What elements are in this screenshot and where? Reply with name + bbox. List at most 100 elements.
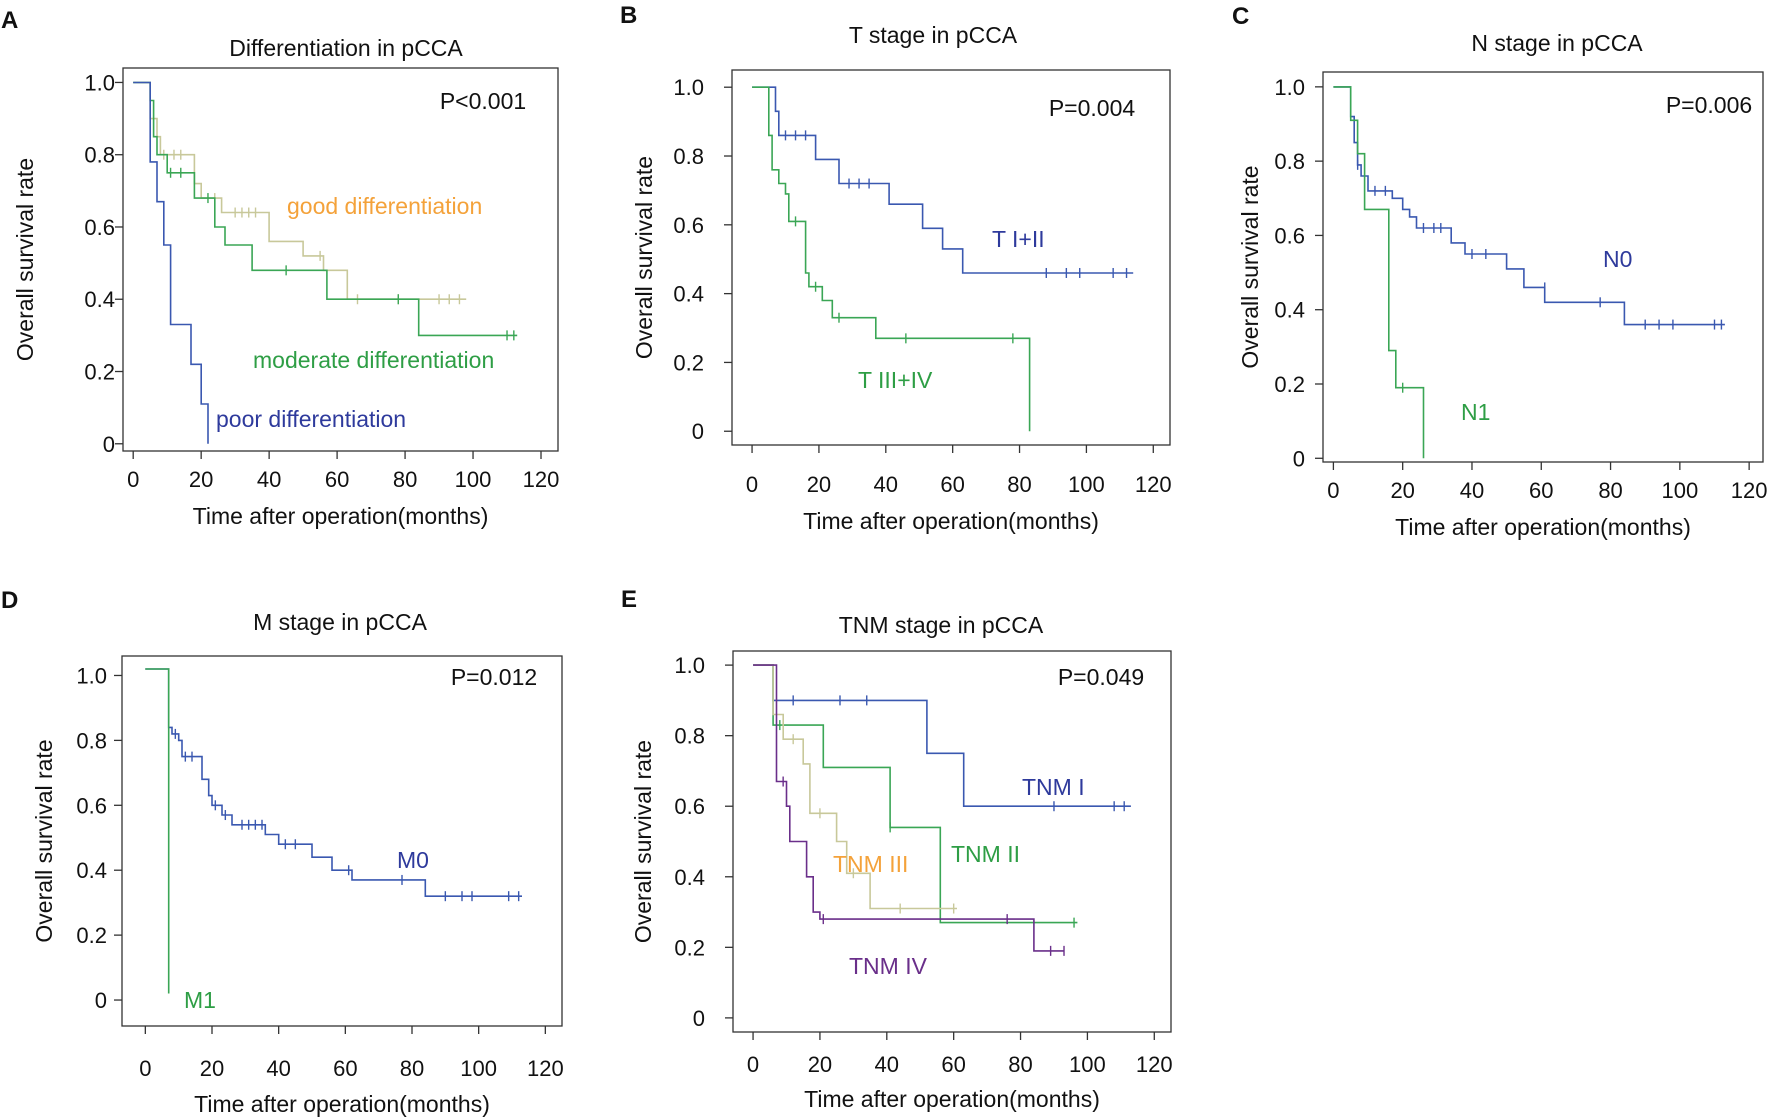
panel-c-x-tick-label: 80: [1598, 478, 1622, 503]
panel-d-x-tick-label: 0: [139, 1056, 151, 1081]
panel-c-letter: C: [1232, 3, 1249, 30]
panel-e-series-tnm-iii: TNM III: [753, 664, 957, 914]
panel-d-y-axis-label: Overall survival rate: [31, 739, 57, 942]
panel-e: E TNM stage in pCCA 0 20 40 60 80 100 120 0 0.2 0.4…: [621, 586, 1173, 1112]
panel-a-p-value: P<0.001: [440, 88, 526, 114]
panel-d-series-m0-curve: [145, 668, 522, 897]
panel-c-series-n0-label: N0: [1603, 246, 1632, 272]
panel-b-p-value: P=0.004: [1049, 95, 1136, 121]
panel-a-series-poor-differentiation-label: poor differentiation: [216, 406, 406, 432]
panel-d-y-tick-label: 0.4: [76, 858, 107, 883]
panel-e-series-tnm-ii-label: TNM II: [951, 841, 1020, 867]
panel-e-x-tick-label: 100: [1069, 1052, 1106, 1077]
panel-c-series-n1-label: N1: [1461, 399, 1490, 425]
panel-d-series-m1-curve: [145, 668, 170, 994]
panel-a-series-moderate-differentiation: moderate differentiation: [133, 81, 518, 373]
panel-d-series-m1-label: M1: [184, 987, 216, 1013]
panel-c-x-tick-label: 20: [1390, 478, 1414, 503]
panel-a-series-moderate-differentiation-label: moderate differentiation: [253, 347, 494, 373]
panel-a-letter: A: [1, 7, 18, 34]
panel-d-series-m0-label: M0: [397, 847, 429, 873]
panel-b: B T stage in pCCA 0 20 40 60 80 100 120 0 0.2 0.4 0.…: [620, 2, 1172, 534]
panel-e-y-tick-label: 0.4: [674, 865, 705, 890]
panel-e-y-tick-label: 0.2: [674, 935, 705, 960]
panel-c-y-tick-label: 0.6: [1274, 223, 1305, 248]
panel-d-x-tick-label: 60: [333, 1056, 357, 1081]
panel-b-series-t-iii-iv-label: T III+IV: [858, 367, 933, 393]
panel-b-x-tick-label: 100: [1068, 472, 1105, 497]
panel-a: A Differentiation in pCCA 0 20 40 60 80 100 120 0…: [1, 7, 559, 529]
panel-e-plot-frame: [732, 650, 1172, 1033]
panel-d-x-tick-label: 20: [200, 1056, 224, 1081]
panel-a-y-axis-label: Overall survival rate: [12, 158, 38, 361]
panel-e-x-tick-label: 60: [941, 1052, 965, 1077]
panel-b-y-axis-label: Overall survival rate: [631, 156, 657, 359]
panel-a-y-tick-label: 0.4: [84, 287, 115, 312]
panel-a-x-tick-label: 100: [455, 467, 492, 492]
panel-e-y-tick-label: 0: [693, 1006, 705, 1031]
panel-a-series-good-differentiation-label: good differentiation: [287, 193, 482, 219]
panel-d-letter: D: [1, 587, 18, 614]
panel-d-y-tick-label: 0.2: [76, 923, 107, 948]
panel-d-series-m1: M1: [145, 668, 216, 1013]
panel-c-x-tick-label: 120: [1731, 478, 1768, 503]
panel-b-x-tick-label: 60: [940, 472, 964, 497]
panel-d-x-axis-label: Time after operation(months): [194, 1091, 490, 1117]
panel-e-series-tnm-iii-curve: [753, 664, 957, 910]
panel-e-x-tick-label: 0: [747, 1052, 759, 1077]
panel-d-x-tick-label: 100: [460, 1056, 497, 1081]
panel-e-series-tnm-iii-label: TNM III: [833, 851, 908, 877]
panel-b-x-tick-label: 120: [1135, 472, 1172, 497]
panel-b-series-t-i-ii: T I+II: [752, 86, 1134, 278]
panel-c-x-tick-label: 0: [1327, 478, 1339, 503]
panel-b-x-tick-label: 40: [874, 472, 898, 497]
panel-e-letter: E: [621, 586, 637, 613]
panel-d: D M stage in pCCA 0 20 40 60 80 100 120 0 0.2 0.4 0.…: [1, 587, 564, 1117]
panel-b-title: T stage in pCCA: [849, 22, 1018, 48]
panel-e-x-axis-label: Time after operation(months): [804, 1086, 1100, 1112]
panel-b-y-tick-label: 0.6: [673, 213, 704, 238]
panel-c-x-tick-label: 40: [1460, 478, 1484, 503]
panel-c-x-tick-label: 60: [1529, 478, 1553, 503]
panel-c-series-n0-curve: [1333, 86, 1725, 326]
panel-b-y-tick-label: 0.4: [673, 282, 704, 307]
panel-d-series-m0: M0: [145, 668, 522, 902]
panel-a-x-tick-label: 20: [189, 467, 213, 492]
panel-e-x-tick-label: 20: [808, 1052, 832, 1077]
panel-d-y-tick-label: 0: [95, 988, 107, 1013]
panel-b-series-t-iii-iv: T III+IV: [752, 86, 1031, 432]
panel-c-plot-frame: [1322, 71, 1764, 463]
panel-d-x-tick-label: 40: [266, 1056, 290, 1081]
panel-b-x-tick-label: 0: [746, 472, 758, 497]
panel-d-y-tick-label: 0.8: [76, 728, 107, 753]
panel-b-y-tick-label: 0: [692, 419, 704, 444]
panel-a-y-tick-label: 0.6: [84, 215, 115, 240]
panel-c-series-n0: N0: [1333, 86, 1725, 330]
panel-e-series-tnm-i-label: TNM I: [1022, 774, 1085, 800]
panel-d-y-tick-label: 1.0: [76, 663, 107, 688]
panel-e-series-tnm-iv-label: TNM IV: [849, 953, 928, 979]
panel-c-p-value: P=0.006: [1666, 92, 1752, 118]
panel-a-y-tick-label: 0.2: [84, 360, 115, 385]
panel-d-plot-frame: [121, 655, 563, 1027]
panel-a-title: Differentiation in pCCA: [229, 35, 463, 61]
panel-a-x-tick-label: 120: [523, 467, 560, 492]
panel-b-y-tick-label: 0.2: [673, 350, 704, 375]
panel-d-x-tick-label: 80: [400, 1056, 424, 1081]
panel-a-x-tick-label: 60: [325, 467, 349, 492]
panel-c-y-tick-label: 1.0: [1274, 75, 1305, 100]
panel-b-x-tick-label: 80: [1007, 472, 1031, 497]
panel-e-x-tick-label: 80: [1008, 1052, 1032, 1077]
panel-c-x-axis-label: Time after operation(months): [1395, 514, 1691, 540]
panel-b-series-t-i-ii-label: T I+II: [992, 226, 1045, 252]
panel-b-y-tick-label: 1.0: [673, 75, 704, 100]
panel-a-series-poor-differentiation: poor differentiation: [133, 81, 406, 444]
panel-e-series-tnm-iv-curve: [753, 664, 1064, 952]
panel-a-series-poor-differentiation-curve: [133, 81, 209, 444]
panel-e-p-value: P=0.049: [1058, 664, 1144, 690]
panel-e-x-tick-label: 40: [875, 1052, 899, 1077]
panel-a-x-axis-label: Time after operation(months): [193, 503, 489, 529]
panel-b-letter: B: [620, 2, 637, 29]
panel-b-series-t-i-ii-curve: [752, 86, 1134, 274]
